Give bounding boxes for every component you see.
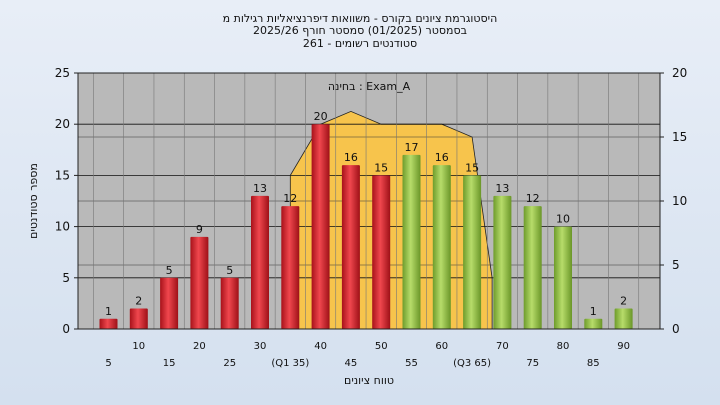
y2-tick-label: 15 bbox=[672, 130, 687, 144]
y-tick-label: 20 bbox=[55, 117, 70, 131]
x-tick-label: 50 bbox=[375, 341, 388, 352]
bar bbox=[190, 236, 209, 329]
chart-title-line-1: היסטוגרמת ציונים בקורס - משוואות דיפרנצי… bbox=[222, 12, 498, 25]
y2-tick-label: 10 bbox=[672, 194, 687, 208]
bar-value-label: 2 bbox=[620, 295, 627, 308]
bar bbox=[372, 175, 391, 329]
bar-value-label: 15 bbox=[374, 161, 388, 174]
y-tick-label: 0 bbox=[62, 322, 70, 336]
bar bbox=[160, 277, 179, 329]
bar bbox=[614, 308, 633, 329]
bar bbox=[341, 165, 360, 329]
y-tick-label: 5 bbox=[62, 271, 70, 285]
bar-value-label: 16 bbox=[344, 151, 358, 164]
y-tick-label: 15 bbox=[55, 168, 70, 182]
bar-value-label: 12 bbox=[526, 192, 540, 205]
exam-annotation: בחינה : Exam_A bbox=[328, 80, 411, 93]
bar-value-label: 5 bbox=[166, 264, 173, 277]
bar-value-label: 13 bbox=[253, 182, 267, 195]
bar-value-label: 5 bbox=[226, 264, 233, 277]
x-tick-label: 90 bbox=[617, 341, 630, 352]
bar bbox=[463, 175, 482, 329]
chart-title-line-3: סטודנטים רשומים - 261 bbox=[302, 37, 418, 50]
x-tick-label: (Q1 35) bbox=[271, 358, 309, 369]
bar-value-label: 1 bbox=[590, 305, 597, 318]
bar-value-label: 17 bbox=[405, 141, 419, 154]
bar bbox=[99, 318, 118, 329]
x-tick-label: 85 bbox=[587, 358, 600, 369]
y2-tick-label: 0 bbox=[672, 322, 680, 336]
x-tick-label: 80 bbox=[557, 341, 570, 352]
bar bbox=[584, 318, 603, 329]
chart-title-line-2: בסמסטר (01/2025) סמסטר חורף 2025/26 bbox=[253, 24, 467, 37]
y2-tick-label: 5 bbox=[672, 258, 680, 272]
bar-value-label: 2 bbox=[135, 295, 142, 308]
bar bbox=[493, 195, 512, 329]
bar bbox=[554, 226, 572, 329]
x-axis-label: טווח ציונים bbox=[344, 374, 394, 387]
y-axis-label: מספר סטודנטים bbox=[27, 163, 40, 239]
y2-tick-label: 20 bbox=[672, 66, 687, 80]
bar bbox=[523, 206, 542, 329]
bar-value-label: 13 bbox=[495, 182, 509, 195]
bar-value-label: 16 bbox=[435, 151, 449, 164]
x-tick-label: 75 bbox=[526, 358, 539, 369]
x-tick-label: (Q3 65) bbox=[453, 358, 491, 369]
bar bbox=[220, 277, 239, 329]
x-tick-label: 25 bbox=[223, 358, 236, 369]
bar-value-label: 15 bbox=[465, 161, 479, 174]
y-tick-label: 25 bbox=[55, 66, 70, 80]
x-tick-label: 20 bbox=[193, 341, 206, 352]
bar bbox=[432, 165, 451, 329]
x-tick-label: 10 bbox=[132, 341, 145, 352]
x-tick-label: 5 bbox=[105, 358, 111, 369]
bar-value-label: 10 bbox=[556, 213, 570, 226]
x-tick-label: 55 bbox=[405, 358, 418, 369]
bar-value-label: 9 bbox=[196, 223, 203, 236]
x-tick-label: 30 bbox=[254, 341, 267, 352]
bar bbox=[251, 195, 269, 329]
bar bbox=[311, 124, 330, 329]
x-tick-label: 60 bbox=[435, 341, 448, 352]
x-tick-label: 45 bbox=[345, 358, 358, 369]
x-tick-label: 40 bbox=[314, 341, 327, 352]
bar bbox=[402, 154, 421, 329]
x-tick-label: 70 bbox=[496, 341, 509, 352]
x-tick-label: 15 bbox=[163, 358, 176, 369]
bar-value-label: 20 bbox=[314, 110, 328, 123]
bar-value-label: 1 bbox=[105, 305, 112, 318]
y-tick-label: 10 bbox=[55, 220, 70, 234]
bar bbox=[129, 308, 148, 329]
bar bbox=[281, 206, 300, 329]
bar-value-label: 12 bbox=[283, 192, 297, 205]
